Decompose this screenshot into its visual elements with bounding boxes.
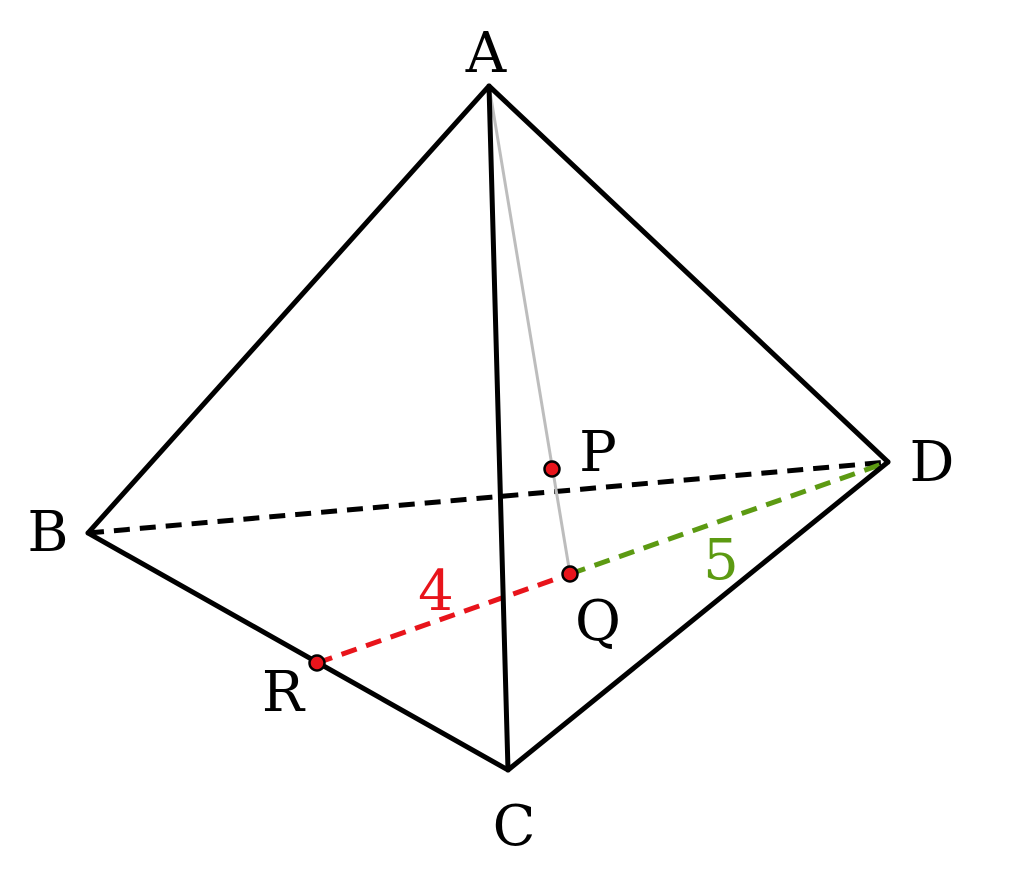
- edge-ad: [486, 83, 891, 465]
- edge-bd-hidden: [87, 459, 889, 536]
- label-r: R: [262, 660, 306, 725]
- segment-qd: [569, 459, 889, 577]
- point-p: [543, 460, 561, 478]
- length-label-qd: 5: [703, 528, 739, 593]
- label-b: B: [27, 500, 68, 565]
- label-c: C: [493, 794, 536, 859]
- label-a: A: [465, 21, 507, 86]
- edge-ac: [486, 83, 511, 773]
- label-q: Q: [575, 589, 621, 654]
- length-label-rq: 4: [418, 559, 454, 624]
- label-d: D: [910, 430, 955, 495]
- point-q: [561, 565, 579, 583]
- point-r: [308, 654, 326, 672]
- line-aq: [487, 85, 572, 575]
- label-p: P: [579, 420, 617, 485]
- segment-rq: [316, 571, 571, 666]
- edge-ab: [85, 83, 492, 536]
- edge-bc: [85, 530, 511, 773]
- edge-cd: [505, 459, 891, 773]
